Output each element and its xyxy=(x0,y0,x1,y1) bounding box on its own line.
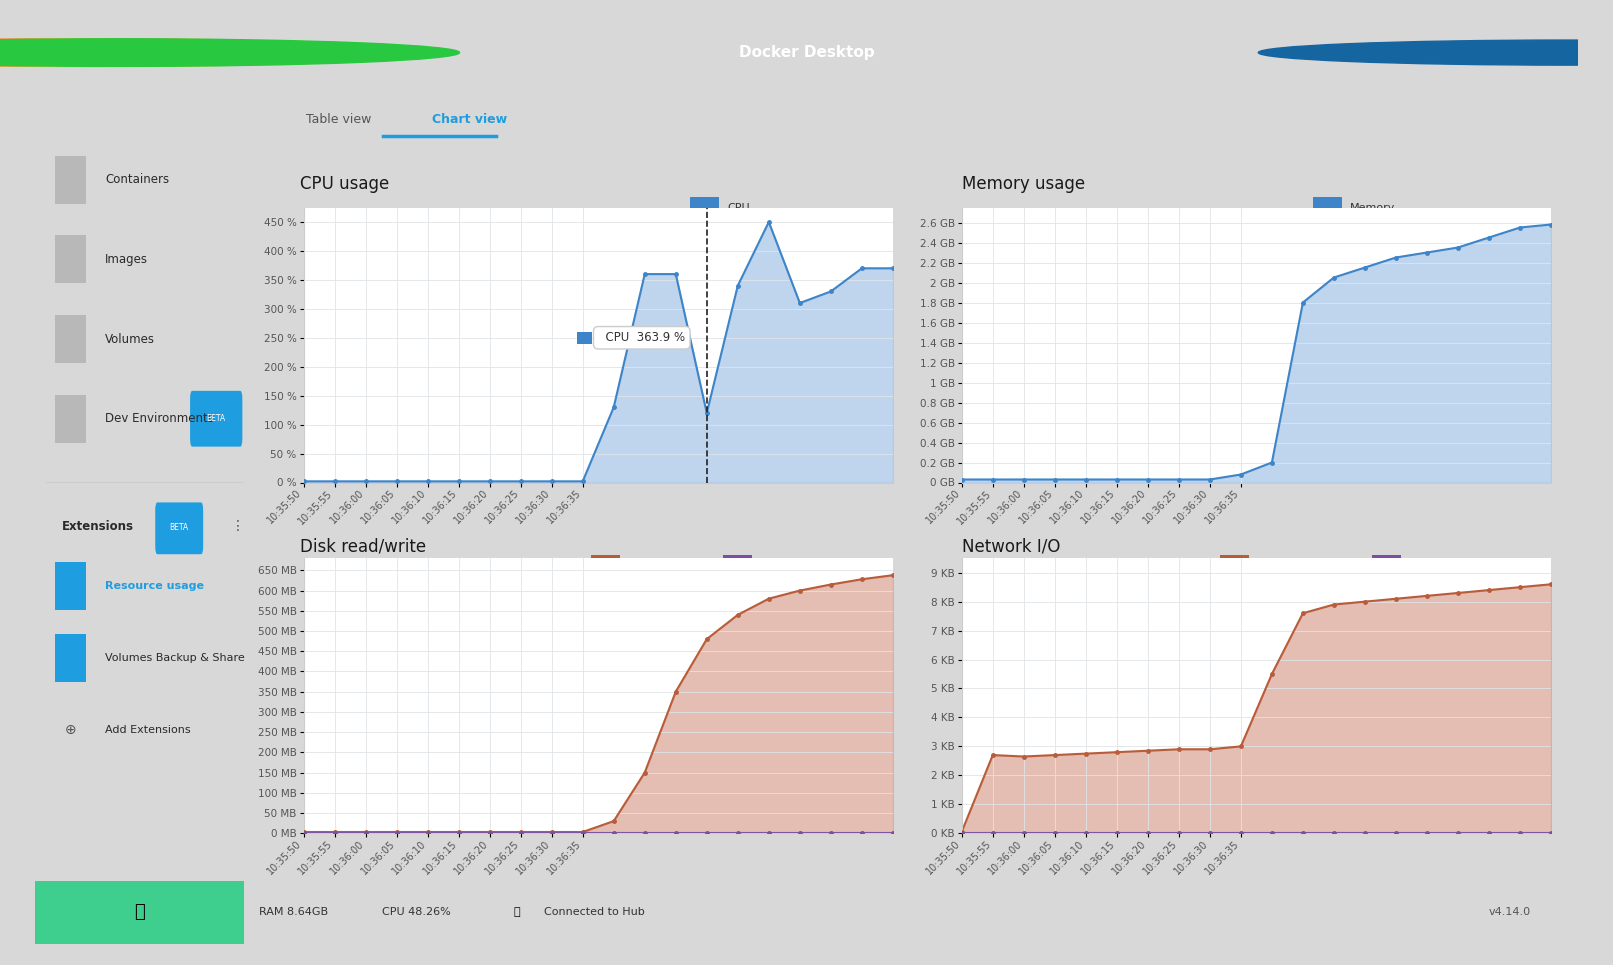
Text: CPU 48.26%: CPU 48.26% xyxy=(382,907,452,918)
Bar xyxy=(1219,555,1248,574)
FancyBboxPatch shape xyxy=(190,391,242,447)
Text: Images: Images xyxy=(105,253,148,265)
Text: Chart view: Chart view xyxy=(432,113,506,126)
Text: ⚙: ⚙ xyxy=(1471,45,1484,60)
Text: ⊕: ⊕ xyxy=(65,723,76,736)
Bar xyxy=(690,197,719,217)
Text: CPU: CPU xyxy=(727,203,750,212)
Text: Volumes Backup & Share: Volumes Backup & Share xyxy=(105,653,245,663)
Bar xyxy=(35,881,244,944)
Text: Data received: Data received xyxy=(1257,560,1336,569)
Bar xyxy=(55,634,85,681)
Circle shape xyxy=(0,39,437,67)
Text: Add Extensions: Add Extensions xyxy=(105,725,190,734)
Text: Table view: Table view xyxy=(306,113,371,126)
Text: Data read: Data read xyxy=(627,560,684,569)
Bar xyxy=(55,395,85,443)
Bar xyxy=(55,155,85,204)
Text: Resource usage: Resource usage xyxy=(105,581,205,592)
Text: Extensions: Extensions xyxy=(61,520,134,533)
Text: RAM 8.64GB: RAM 8.64GB xyxy=(260,907,327,918)
Bar xyxy=(55,563,85,610)
Text: CPU  363.9 %: CPU 363.9 % xyxy=(598,331,686,345)
Bar xyxy=(55,235,85,284)
Text: felipecruz: felipecruz xyxy=(1500,47,1555,58)
Text: Network I/O: Network I/O xyxy=(961,538,1060,555)
Text: Volumes: Volumes xyxy=(105,333,155,345)
Bar xyxy=(576,332,592,344)
Circle shape xyxy=(1258,41,1613,66)
Text: 📍: 📍 xyxy=(513,907,519,918)
Text: Data written: Data written xyxy=(760,560,831,569)
Text: Disk read/write: Disk read/write xyxy=(300,538,426,555)
Text: Dev Environments: Dev Environments xyxy=(105,412,215,426)
Bar xyxy=(1373,555,1402,574)
Circle shape xyxy=(0,39,413,67)
Text: Containers: Containers xyxy=(105,173,169,186)
Text: Memory usage: Memory usage xyxy=(961,175,1086,193)
Text: Memory: Memory xyxy=(1350,203,1395,212)
Bar xyxy=(1313,197,1342,217)
Bar xyxy=(723,555,753,574)
Text: Docker Desktop: Docker Desktop xyxy=(739,45,874,60)
Text: ⋮: ⋮ xyxy=(231,519,245,534)
Text: v4.14.0: v4.14.0 xyxy=(1489,907,1531,918)
Text: BETA: BETA xyxy=(169,523,189,533)
Bar xyxy=(590,555,619,574)
FancyBboxPatch shape xyxy=(155,503,203,554)
Text: CPU usage: CPU usage xyxy=(300,175,389,193)
Text: BETA: BETA xyxy=(206,414,226,424)
Text: Connected to Hub: Connected to Hub xyxy=(544,907,645,918)
Text: ⚙: ⚙ xyxy=(1440,45,1453,60)
Text: 🐳: 🐳 xyxy=(134,903,145,922)
Bar xyxy=(55,316,85,363)
Circle shape xyxy=(0,39,460,67)
Text: Data sent: Data sent xyxy=(1410,560,1463,569)
